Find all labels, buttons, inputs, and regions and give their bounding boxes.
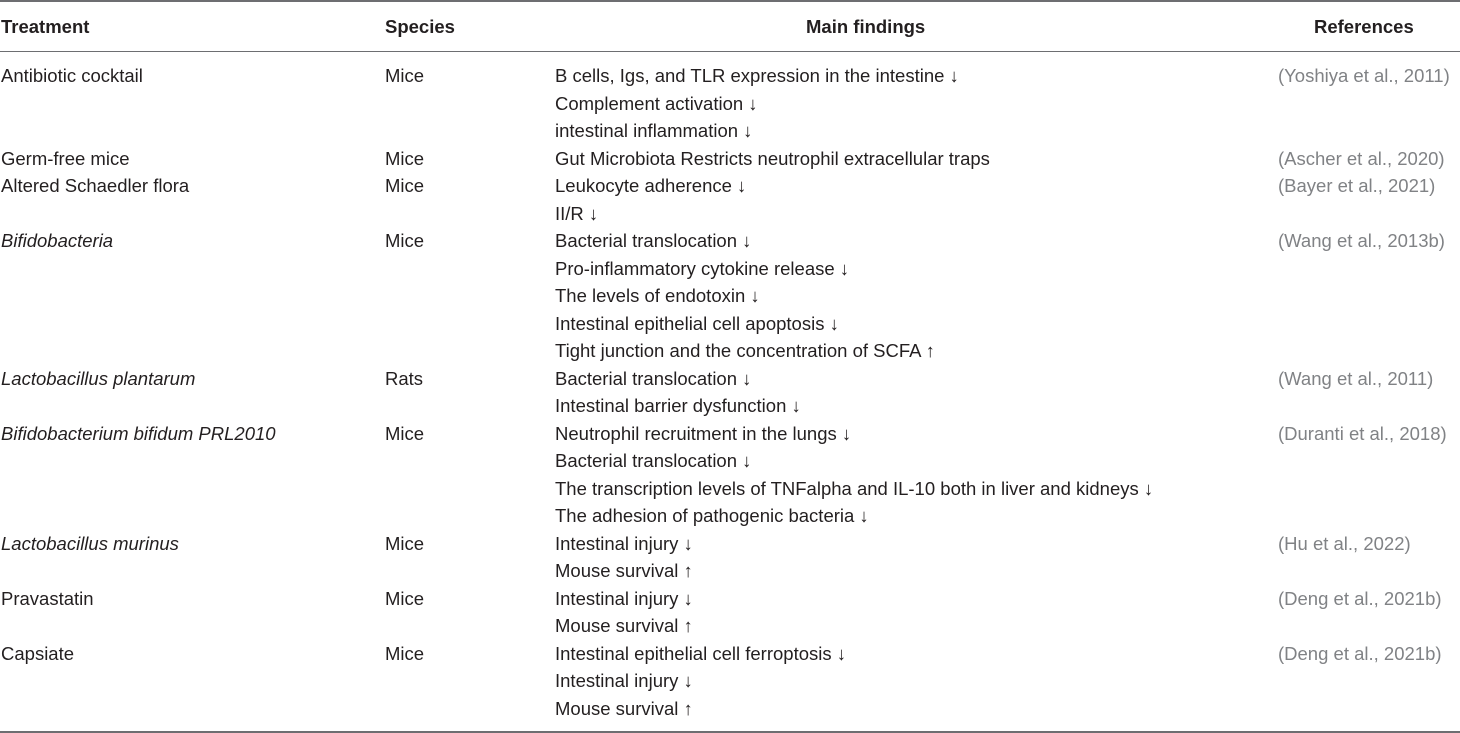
reference-link[interactable]: (Hu et al., 2022) [1278,532,1411,554]
finding-item: Mouse survival ↑ [555,615,693,636]
findings-cell: Bacterial translocation ↓ Pro-inflammato… [555,227,935,365]
reference-link[interactable]: (Yoshiya et al., 2011) [1278,65,1450,86]
reference-link[interactable]: (Ascher et al., 2020) [1278,147,1445,169]
findings-cell: Bacterial translocation ↓ Intestinal bar… [555,365,801,420]
header-treatment: Treatment [1,16,90,37]
findings-cell: Neutrophil recruitment in the lungs ↓ Ba… [555,420,1153,530]
treatment-cell: Lactobacillus plantarum [1,367,196,389]
finding-item: Intestinal barrier dysfunction ↓ [555,395,801,416]
header-main-findings: Main findings [806,16,926,37]
finding-item: Intestinal epithelial cell apoptosis ↓ [555,312,839,334]
finding-item: Bacterial translocation ↓ [555,230,752,251]
finding-item: Pro-inflammatory cytokine release ↓ [555,257,850,279]
finding-item: Complement activation ↓ [555,92,758,114]
finding-item: Mouse survival ↑ [555,697,693,719]
finding-item: Leukocyte adherence ↓ [555,175,747,196]
findings-cell: Intestinal injury ↓ Mouse survival ↑ [555,585,693,640]
header-species: Species [385,16,455,37]
finding-item: Neutrophil recruitment in the lungs ↓ [555,422,852,444]
species-cell: Mice [385,147,425,169]
table-header-rule [0,51,1460,52]
treatment-cell: Lactobacillus murinus [1,532,179,554]
species-cell: Mice [385,175,425,196]
species-cell: Mice [385,532,425,554]
species-cell: Mice [385,587,425,609]
finding-item: Gut Microbiota Restricts neutrophil extr… [555,147,990,169]
treatment-cell: Capsiate [1,642,75,664]
species-cell: Mice [385,642,425,664]
species-cell: Mice [385,422,425,444]
finding-item: II/R ↓ [555,202,599,224]
finding-item: Intestinal injury ↓ [555,670,693,691]
header-references: References [1314,16,1414,37]
findings-cell: Intestinal epithelial cell ferroptosis ↓… [555,640,846,723]
finding-item: Mouse survival ↑ [555,560,693,581]
treatment-cell: Antibiotic cocktail [1,65,143,86]
species-cell: Rats [385,367,424,389]
treatment-cell: Altered Schaedler flora [1,175,190,196]
reference-link[interactable]: (Wang et al., 2013b) [1278,230,1445,251]
table-bottom-rule [0,731,1460,733]
species-cell: Mice [385,65,425,86]
findings-cell: Leukocyte adherence ↓ II/R ↓ [555,172,746,227]
finding-item: Intestinal injury ↓ [555,532,693,554]
species-cell: Mice [385,230,425,251]
treatment-cell: Germ-free mice [1,147,130,169]
finding-item: The levels of endotoxin ↓ [555,285,760,306]
reference-link[interactable]: (Duranti et al., 2018) [1278,422,1447,444]
reference-link[interactable]: (Deng et al., 2021b) [1278,587,1442,609]
finding-item: Tight junction and the concentration of … [555,340,935,361]
treatment-cell: Bifidobacteria [1,230,114,251]
finding-item: B cells, Igs, and TLR expression in the … [555,65,959,86]
finding-item: Bacterial translocation ↓ [555,367,752,389]
treatment-cell: Pravastatin [1,587,94,609]
finding-item: Intestinal epithelial cell ferroptosis ↓ [555,642,847,664]
findings-cell: Intestinal injury ↓ Mouse survival ↑ [555,530,693,585]
finding-item: intestinal inflammation ↓ [555,120,753,141]
findings-cell: B cells, Igs, and TLR expression in the … [555,62,959,145]
finding-item: The adhesion of pathogenic bacteria ↓ [555,505,869,526]
finding-item: Bacterial translocation ↓ [555,450,752,471]
finding-item: Intestinal injury ↓ [555,587,693,609]
reference-link[interactable]: (Bayer et al., 2021) [1278,175,1436,196]
table-top-rule [0,0,1460,2]
finding-item: The transcription levels of TNFalpha and… [555,477,1154,499]
reference-link[interactable]: (Deng et al., 2021b) [1278,642,1442,664]
findings-cell: Gut Microbiota Restricts neutrophil extr… [555,145,990,173]
treatment-cell: Bifidobacterium bifidum PRL2010 [1,422,276,444]
reference-link[interactable]: (Wang et al., 2011) [1278,367,1434,389]
